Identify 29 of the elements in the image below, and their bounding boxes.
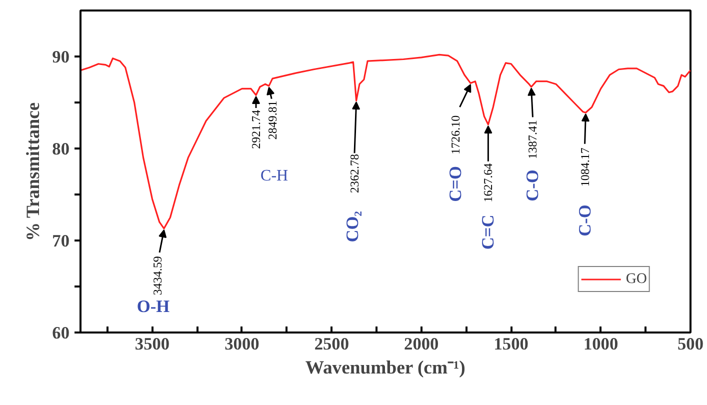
annotation: 3434.59 [150,256,165,296]
annotation: 2921.74 [249,110,264,149]
annotation: CO₂ [343,211,362,242]
x-tick-label: 2500 [314,334,350,354]
x-tick-label: 1500 [494,334,528,354]
annotation: C-O [575,204,594,236]
annotation: 1726.10 [448,115,462,154]
annotation: C=C [478,214,498,250]
annotation: O-H [136,297,170,316]
y-tick-label: 60 [52,324,70,342]
annotation: C-O [523,170,542,202]
y-axis-title: % Transmittance [23,102,44,242]
x-axis-title: Wavenumber (cm⁻¹) [305,358,466,378]
x-tick-label: 1000 [583,334,618,354]
y-tick-label: 90 [52,48,70,66]
annotation: C=O [446,166,465,202]
x-tick-label: 3000 [224,334,260,354]
annotation: 1387.41 [526,120,540,159]
annotation: 1084.17 [578,148,592,187]
y-tick-label: 70 [52,232,70,250]
x-tick-label: 3500 [134,334,170,354]
annotation: 1627.64 [481,163,496,202]
x-tick-label: 2000 [404,334,439,354]
x-tick-label: 500 [678,334,704,354]
y-tick-label: 80 [52,140,70,158]
annotation: 2362.78 [348,154,362,194]
legend-label: GO [626,270,647,288]
annotation: C-H [260,168,289,185]
annotation: 2849.81 [266,100,280,140]
